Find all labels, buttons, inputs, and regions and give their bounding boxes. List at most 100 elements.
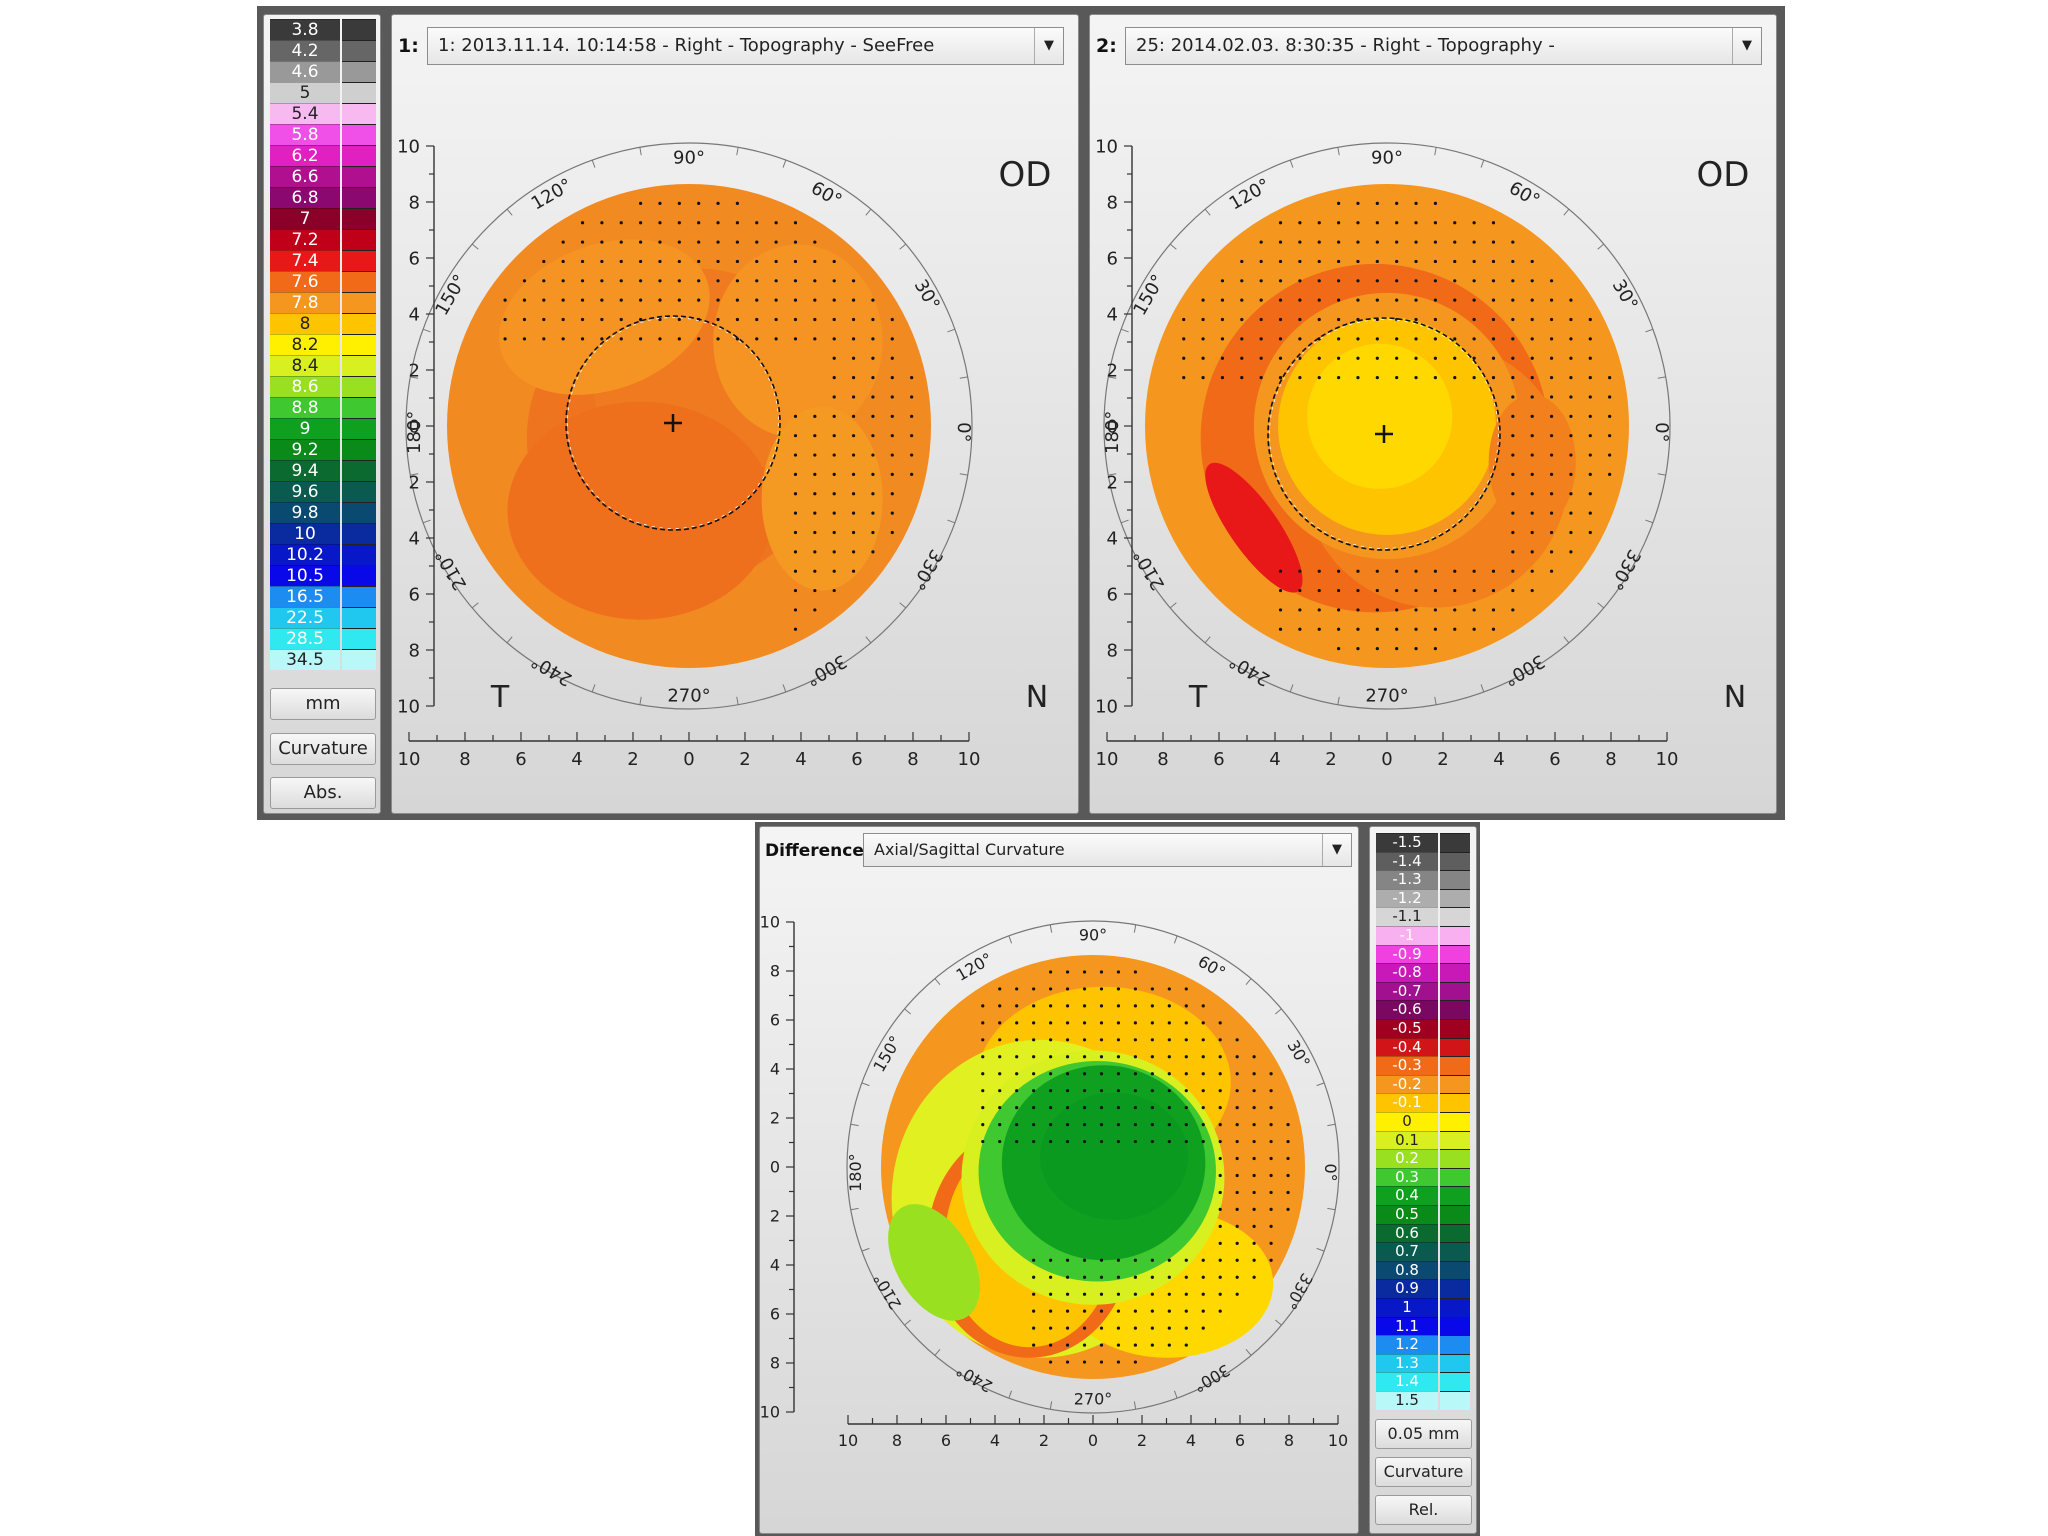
legend-row: 9.4 <box>270 460 376 481</box>
measurement-dot <box>1032 1139 1036 1144</box>
measurement-dot <box>1099 1343 1104 1347</box>
measurement-dot <box>1065 1258 1070 1262</box>
degree-label: 300° <box>1190 1360 1233 1396</box>
legend-swatch-value: 0.4 <box>1376 1186 1438 1205</box>
x-axis-tick-label: 4 <box>1186 1431 1196 1450</box>
degree-tick <box>1120 328 1129 333</box>
legend-row: 10 <box>270 523 376 544</box>
measurement-dot <box>1167 1326 1171 1330</box>
chevron-down-icon[interactable]: ▼ <box>1322 834 1351 866</box>
measurement-dot <box>1240 356 1244 360</box>
measurement-dot <box>1549 511 1554 515</box>
measurement-dot <box>1511 511 1515 515</box>
measurement-dot <box>981 1038 985 1042</box>
map-mode-button[interactable]: Curvature <box>1375 1457 1472 1487</box>
scale-mode-button[interactable]: Abs. <box>270 777 376 809</box>
measurement-dot <box>1099 1258 1104 1262</box>
legend-row: 9.8 <box>270 502 376 523</box>
measurement-dot <box>1491 317 1496 322</box>
chevron-down-icon[interactable]: ▼ <box>1732 28 1761 64</box>
measurement-dot <box>813 569 817 573</box>
legend-row: 7.8 <box>270 292 376 313</box>
measurement-dot <box>1530 511 1534 515</box>
measurement-dot <box>793 298 798 302</box>
measurement-dot <box>1511 414 1515 418</box>
degree-label: 300° <box>802 650 850 690</box>
x-axis-tick-label: 4 <box>990 1431 1000 1450</box>
measurement-dot <box>1356 376 1360 380</box>
legend-color-tick <box>342 586 376 607</box>
measurement-dot <box>1375 608 1379 612</box>
legend-swatch-value: -0.1 <box>1376 1093 1438 1112</box>
unit-button[interactable]: 0.05 mm <box>1375 1419 1472 1449</box>
measurement-dot <box>871 492 875 496</box>
legend-swatch-value: 8.8 <box>270 397 340 418</box>
legend-color-tick <box>342 61 376 82</box>
degree-label: 270° <box>1074 1390 1113 1409</box>
degree-label: 0° <box>953 422 974 442</box>
measurement-dot <box>1184 1139 1188 1144</box>
measurement-dot <box>1032 1275 1036 1279</box>
measurement-dot <box>619 221 623 225</box>
measurement-dot <box>813 453 817 457</box>
measurement-dot <box>1588 395 1592 399</box>
x-axis-tick-label: 6 <box>1213 749 1224 770</box>
measurement-dot <box>1530 279 1534 283</box>
measurement-dot <box>851 472 856 476</box>
measurement-dot <box>1032 1343 1036 1347</box>
measurement-dot <box>1491 259 1496 264</box>
map-region <box>713 244 883 439</box>
legend-swatch-value: 0.2 <box>1376 1149 1438 1168</box>
measurement-dot <box>851 550 856 554</box>
x-axis-tick-label: 10 <box>958 749 981 770</box>
measurement-dot <box>1015 1139 1019 1144</box>
measurement-dot <box>1032 1072 1036 1076</box>
map-mode-button[interactable]: Curvature <box>270 733 376 765</box>
measurement-dot <box>1569 550 1573 554</box>
exam-select[interactable]: 25: 2014.02.03. 8:30:35 - Right - Topogr… <box>1125 27 1762 65</box>
measurement-dot <box>1015 1089 1019 1093</box>
measurement-dot <box>1235 1241 1239 1245</box>
legend-swatch-value: 6.8 <box>270 187 340 208</box>
measurement-dot <box>1099 1055 1104 1059</box>
measurement-dot <box>1433 337 1437 341</box>
measurement-dot <box>1184 1038 1188 1042</box>
legend-row: 0.7 <box>1376 1242 1470 1261</box>
measurement-dot <box>1317 279 1321 283</box>
measurement-dot <box>716 337 720 341</box>
legend-swatch-value: 0.6 <box>1376 1223 1438 1243</box>
measurement-dot <box>1395 201 1399 205</box>
unit-button[interactable]: mm <box>270 688 376 720</box>
measurement-dot <box>793 337 798 341</box>
map-region <box>1488 394 1576 531</box>
measurement-dot <box>1395 569 1399 573</box>
legend-swatch-value: -0.6 <box>1376 1000 1438 1019</box>
scale-mode-button[interactable]: Rel. <box>1375 1495 1472 1525</box>
map-type-select[interactable]: Axial/Sagittal Curvature ▼ <box>863 833 1352 867</box>
legend-swatch-value: -0.8 <box>1376 963 1438 982</box>
measurement-dot <box>1065 970 1070 974</box>
degree-label: 330° <box>907 546 947 594</box>
legend-color-tick <box>1440 1167 1470 1187</box>
legend-row: 4.6 <box>270 61 376 82</box>
measurement-dot <box>813 472 817 476</box>
measurement-dot <box>1549 530 1554 535</box>
x-axis-tick-label: 8 <box>907 749 918 770</box>
measurement-dot <box>910 414 914 418</box>
measurement-dot <box>503 298 507 302</box>
exam-select[interactable]: 1: 2013.11.14. 10:14:58 - Right - Topogr… <box>427 27 1064 65</box>
y-axis-tick-label: 10 <box>397 696 420 717</box>
legend-row: -0.6 <box>1376 1000 1470 1019</box>
measurement-dot <box>1235 1207 1239 1211</box>
measurement-dot <box>639 298 643 302</box>
measurement-dot <box>1395 627 1399 631</box>
measurement-dot <box>1167 1038 1171 1042</box>
degree-tick <box>1289 159 1294 168</box>
chevron-down-icon[interactable]: ▼ <box>1034 28 1063 64</box>
measurement-dot <box>1511 608 1515 612</box>
legend-swatch-value: 0.5 <box>1376 1205 1438 1224</box>
measurement-dot <box>1491 588 1496 593</box>
x-axis-tick-label: 4 <box>1493 749 1504 770</box>
measurement-dot <box>1049 987 1053 991</box>
measurement-dot <box>1167 1106 1171 1110</box>
